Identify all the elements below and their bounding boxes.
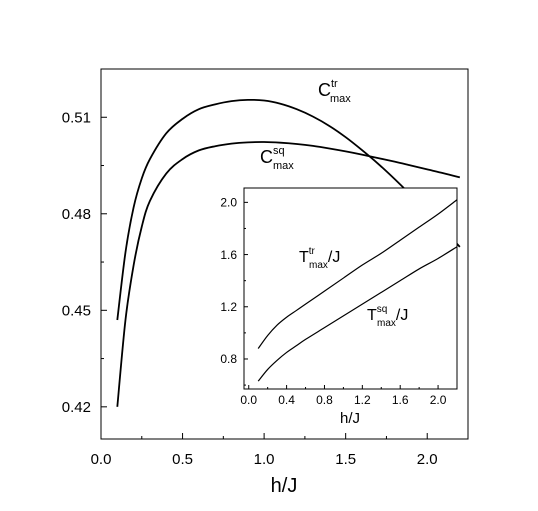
main-x-ticks: 0.0 0.5 1.0 1.5 2.0	[91, 433, 438, 468]
inset-x-axis-label: h/J	[340, 410, 360, 427]
main-x-axis-label: h/J	[271, 475, 298, 497]
inset-y-tick-label: 1.2	[220, 300, 237, 314]
main-x-tick-label: 0.0	[91, 451, 112, 468]
main-series-line-1	[116, 141, 461, 407]
series-label-t-sq-sub: max	[377, 318, 396, 329]
series-label-t-tr-sup: tr	[309, 246, 316, 257]
inset-x-tick-label: 0.0	[240, 393, 257, 407]
inset-x-ticks: 0.0 0.4 0.8 1.2 1.6 2.0	[240, 385, 447, 407]
series-label-c-sq: Csq max	[260, 145, 294, 172]
main-x-tick-label: 0.5	[172, 451, 193, 468]
series-label-t-tr-sub: max	[309, 260, 328, 271]
main-x-tick-label: 1.0	[254, 451, 275, 468]
inset-y-ticks: 0.8 1.2 1.6 2.0	[220, 196, 248, 386]
main-x-tick-label: 1.5	[335, 451, 356, 468]
inset-plot-frame	[243, 187, 458, 390]
inset-y-tick-label: 2.0	[220, 196, 237, 210]
inset-series-line-0	[257, 199, 458, 349]
main-plot: 0.0 0.5 1.0 1.5 2.0 0.42 0.45 0.48 0.51 h/J Ctr…	[62, 68, 469, 497]
inset-y-tick-label: 0.8	[220, 352, 237, 366]
main-series-line-0	[116, 98, 461, 321]
series-label-c-tr-sup: tr	[331, 78, 338, 90]
inset-x-tick-label: 2.0	[430, 393, 447, 407]
inset-y-tick-label: 1.6	[220, 248, 237, 262]
inset-series-group	[257, 199, 458, 382]
series-label-t-sq-main: T	[367, 307, 377, 324]
main-x-tick-label: 2.0	[417, 451, 438, 468]
inset-x-tick-label: 0.4	[278, 393, 295, 407]
main-y-tick-label: 0.45	[62, 303, 91, 320]
series-label-c-sq-sup: sq	[273, 145, 285, 157]
inset-plot: 0.0 0.4 0.8 1.2 1.6 2.0 0.8 1.2 1.6 2.0 h/J Ttr m…	[220, 187, 458, 427]
inset-x-tick-label: 1.2	[354, 393, 371, 407]
series-label-c-tr: Ctr max	[318, 78, 351, 105]
main-y-ticks: 0.42 0.45 0.48 0.51	[62, 110, 107, 416]
series-label-c-tr-sub: max	[330, 93, 351, 105]
main-y-tick-label: 0.51	[62, 110, 91, 127]
series-label-t-tr: Ttr max/J	[299, 246, 340, 271]
main-plot-frame	[100, 68, 469, 440]
series-label-c-tr-main: C	[318, 80, 331, 100]
main-y-tick-label: 0.48	[62, 206, 91, 223]
series-label-t-sq: Tsq max/J	[367, 304, 408, 329]
inset-series-line-1	[257, 246, 458, 382]
main-series-group	[116, 98, 461, 407]
main-y-tick-label: 0.42	[62, 399, 91, 416]
series-label-t-sq-sup: sq	[377, 304, 388, 315]
series-label-t-tr-main: T	[299, 249, 309, 266]
series-label-t-tr-suffix: /J	[328, 249, 340, 266]
inset-x-tick-label: 1.6	[392, 393, 409, 407]
series-label-c-sq-sub: max	[273, 160, 294, 172]
inset-x-tick-label: 0.8	[316, 393, 333, 407]
series-label-c-sq-main: C	[260, 147, 273, 167]
series-label-t-sq-suffix: /J	[396, 307, 408, 324]
